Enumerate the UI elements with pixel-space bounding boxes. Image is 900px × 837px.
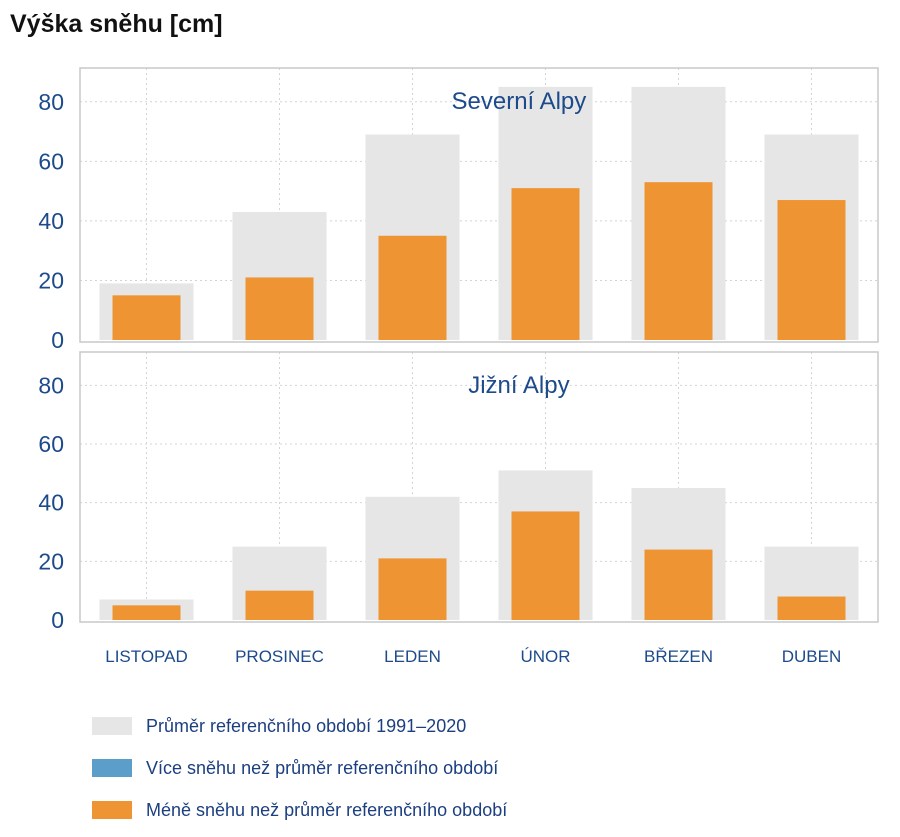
value-bar [644,549,713,620]
legend-item-less: Méně sněhu než průměr referenčního obdob… [92,789,507,831]
y-tick-label: 20 [38,267,64,293]
y-tick-label: 40 [38,490,64,516]
chart-area: 0 20 40 60 80 Severní Alpy 0 20 40 60 80 Jižní Alpy… [38,67,879,666]
y-tick-label: 20 [38,548,64,574]
x-tick-label: LISTOPAD [105,647,188,666]
x-tick-label: BŘEZEN [644,647,713,666]
y-tick-label: 0 [51,327,64,353]
legend: Průměr referenčního období 1991–2020 Víc… [92,705,507,831]
value-bar [112,605,181,620]
y-tick-label: 60 [38,431,64,457]
value-bar [511,188,580,340]
y-tick-label: 80 [38,89,64,115]
legend-swatch-more [92,759,132,777]
legend-item-more: Více sněhu než průměr referenčního obdob… [92,747,507,789]
y-tick-label: 40 [38,208,64,234]
legend-label-reference: Průměr referenčního období 1991–2020 [146,715,467,736]
y-tick-label: 0 [51,607,64,633]
legend-item-reference: Průměr referenčního období 1991–2020 [92,705,507,747]
legend-label-less: Méně sněhu než průměr referenčního obdob… [146,799,508,820]
legend-swatch-reference [92,717,132,735]
value-bar [777,200,846,340]
value-bar [378,235,447,340]
x-tick-label: DUBEN [782,647,842,666]
value-bar [245,277,314,340]
value-bar [378,558,447,620]
panel-frame [79,67,879,343]
x-tick-label: PROSINEC [235,647,324,666]
value-bar [245,590,314,620]
value-bar [511,511,580,620]
value-bar [777,596,846,620]
value-bar [112,295,181,340]
panel-title: Jižní Alpy [468,372,569,399]
value-bar [644,182,713,340]
x-tick-label: ÚNOR [520,647,570,666]
legend-label-more: Více sněhu než průměr referenčního obdob… [146,757,499,778]
panel-frame [79,351,879,623]
x-tick-label: LEDEN [384,647,441,666]
chart-title: Výška sněhu [cm] [10,10,223,38]
y-tick-label: 60 [38,148,64,174]
y-tick-label: 80 [38,372,64,398]
panel-title: Severní Alpy [452,88,587,115]
legend-swatch-less [92,801,132,819]
